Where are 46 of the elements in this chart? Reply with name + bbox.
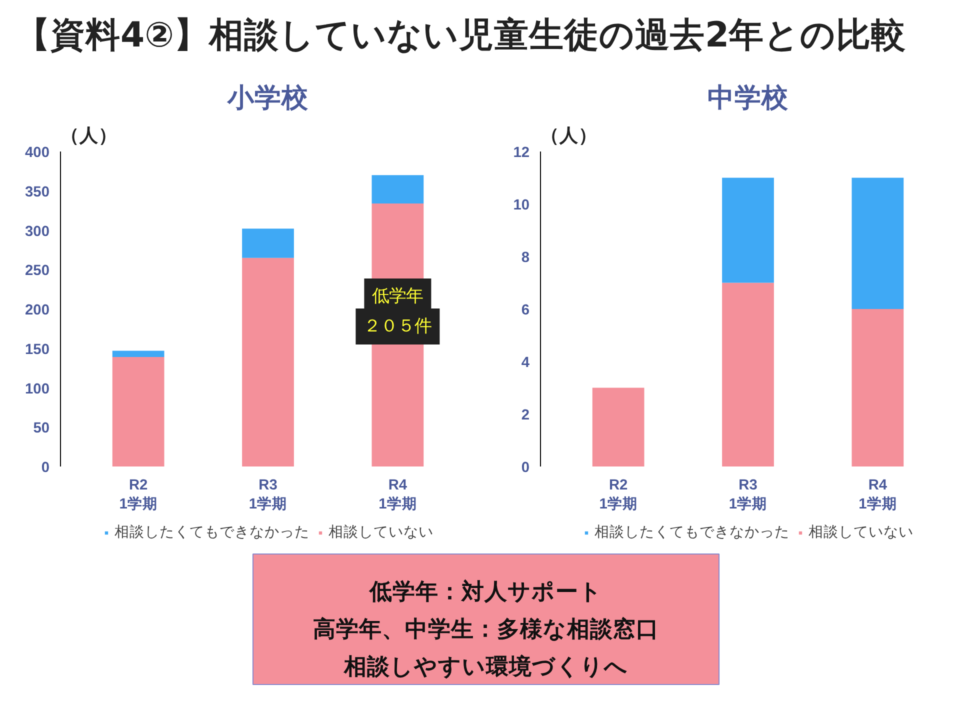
y-tick-label: 0 [521, 460, 530, 476]
y-axis-title: （人） [540, 126, 598, 146]
bar [242, 258, 294, 466]
text: 低学年：対人サポート [368, 578, 602, 604]
chart-title: 小学校 [226, 82, 310, 114]
y-tick-label: 100 [25, 381, 50, 398]
text: 高学年、中学生：多様な相談窓口 [313, 615, 659, 642]
annotation: 低学年 [372, 286, 424, 306]
y-tick-label: 6 [521, 302, 530, 318]
y-axis-title: （人） [60, 126, 118, 146]
bar [592, 388, 644, 466]
y-tick-label: 0 [41, 460, 50, 476]
y-tick-label: 250 [25, 263, 50, 280]
x-tick-label: R2 1学期 [599, 478, 638, 513]
y-tick-label: 4 [521, 355, 530, 371]
bar [852, 178, 904, 309]
y-tick-label: 200 [25, 302, 50, 318]
bar [242, 228, 294, 258]
bar [722, 282, 774, 466]
text: 【資料4②】相談していない児童生徒の過去2年との比較 [16, 16, 906, 56]
y-tick-label: 400 [25, 145, 50, 161]
x-tick-label: R4 1学期 [858, 478, 897, 513]
y-tick-label: 12 [513, 145, 530, 161]
bar [112, 357, 164, 466]
bar [112, 350, 164, 358]
legend-label: 相談していない [808, 522, 914, 542]
x-tick-label: R3 1学期 [248, 478, 288, 513]
legend-label: 相談していない [328, 522, 434, 542]
legend-label: 相談したくてもできなかった [594, 522, 790, 542]
y-tick-label: 10 [513, 198, 530, 214]
legend-label: 相談したくてもできなかった [114, 522, 310, 542]
bar [722, 178, 774, 283]
y-tick-label: 8 [521, 250, 530, 266]
x-tick-label: R2 1学期 [119, 478, 158, 513]
x-tick-label: R3 1学期 [728, 478, 768, 513]
bar [372, 175, 424, 204]
x-tick-label: R4 1学期 [378, 478, 417, 513]
y-tick-label: 50 [33, 420, 50, 437]
y-tick-label: 350 [25, 184, 50, 200]
y-tick-label: 300 [25, 224, 50, 240]
chart-title: 中学校 [708, 82, 790, 114]
y-tick-label: 150 [25, 342, 50, 358]
text: 相談しやすい環境づくりへ [343, 652, 628, 679]
bar [852, 309, 904, 466]
annotation: ２０５件 [364, 316, 432, 336]
y-tick-label: 2 [521, 408, 530, 424]
